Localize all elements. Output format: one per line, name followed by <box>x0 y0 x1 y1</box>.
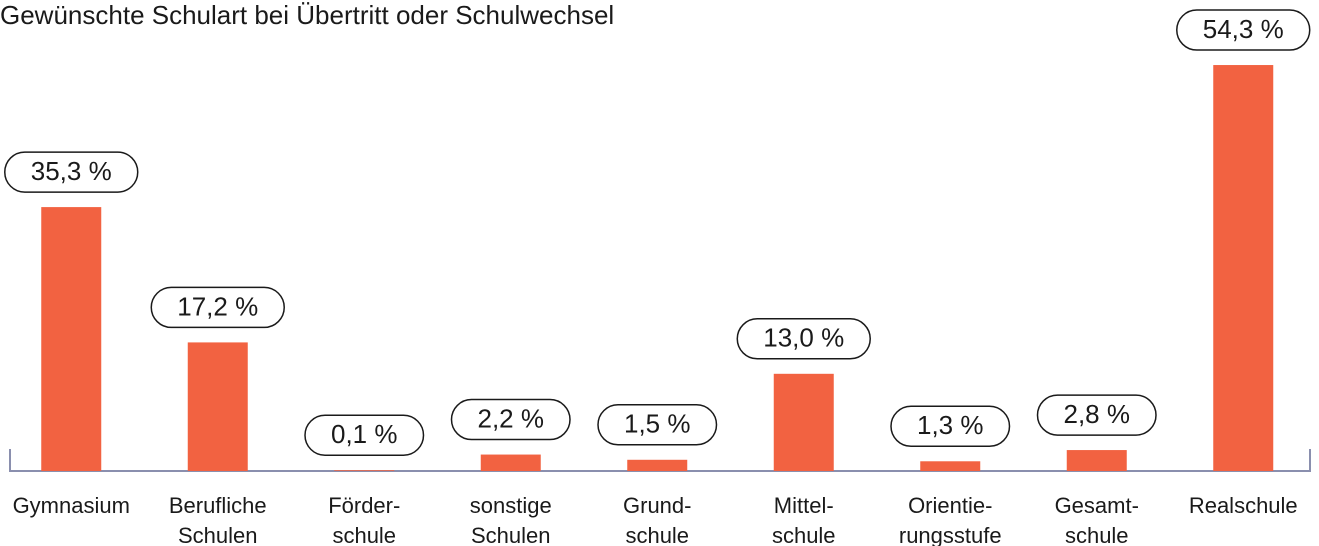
value-label: 1,5 % <box>624 409 691 439</box>
x-tick-label: Mittel- <box>774 493 834 518</box>
value-label: 54,3 % <box>1203 14 1284 44</box>
value-label: 1,3 % <box>917 410 984 440</box>
value-label-box <box>736 318 871 360</box>
value-label-box <box>1036 394 1157 436</box>
bar <box>1066 450 1127 471</box>
x-tick-label: sonstige <box>470 493 552 518</box>
bar <box>1213 65 1274 472</box>
x-tick-label: Gymnasium <box>13 493 130 518</box>
value-label-box <box>597 404 718 446</box>
value-label-box <box>1176 9 1311 51</box>
value-label: 2,8 % <box>1064 399 1131 429</box>
x-tick-label: schule <box>332 523 396 546</box>
value-label-box <box>450 398 571 441</box>
bar <box>480 454 541 471</box>
x-tick-label: Förder- <box>328 493 400 518</box>
bar <box>41 207 102 472</box>
bar <box>334 470 395 471</box>
value-label: 17,2 % <box>177 291 258 321</box>
value-label: 13,0 % <box>763 323 844 353</box>
x-tick-label: Orientie- <box>908 493 992 518</box>
x-tick-label: Schulen <box>178 523 258 546</box>
value-label: 0,1 % <box>331 419 398 449</box>
value-label: 35,3 % <box>31 156 112 186</box>
x-tick-label: Grund- <box>623 493 691 518</box>
x-tick-label: schule <box>1065 523 1129 546</box>
value-label-box <box>150 286 285 329</box>
x-tick-label: Berufliche <box>169 493 267 518</box>
value-label-box <box>4 151 139 193</box>
value-label-box <box>304 414 425 457</box>
bar <box>920 461 981 471</box>
bar <box>187 342 248 471</box>
bar <box>627 459 688 471</box>
x-tick-label: Realschule <box>1189 493 1298 518</box>
chart-title: Gewünschte Schulart bei Übertritt oder S… <box>0 0 614 30</box>
bar <box>773 373 834 471</box>
x-tick-label: rungsstufe <box>899 523 1002 546</box>
value-label-box <box>890 405 1011 448</box>
x-tick-label: schule <box>772 523 836 546</box>
x-tick-label: schule <box>625 523 689 546</box>
x-tick-label: Schulen <box>471 523 551 546</box>
x-tick-label: Gesamt- <box>1055 493 1139 518</box>
value-label: 2,2 % <box>478 403 545 433</box>
